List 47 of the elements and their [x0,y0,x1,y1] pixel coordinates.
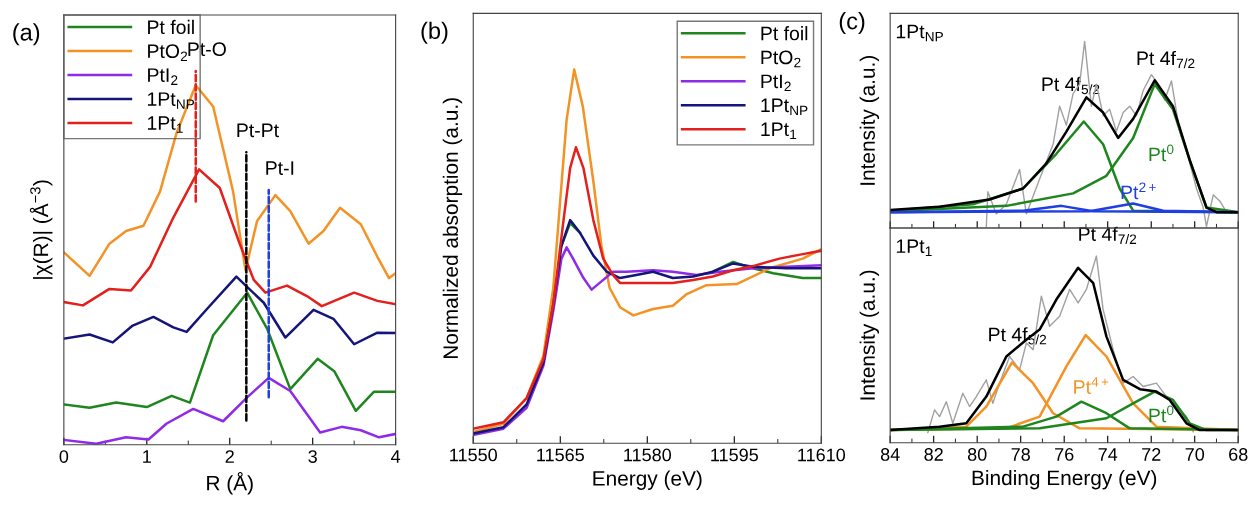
series-label: Pt$^{4+}$ [1074,377,1109,394]
x-tick-label: 70 [1185,448,1205,461]
x-tick-label: 72 [1142,448,1161,461]
x-tick-label: 80 [967,448,987,461]
x-tick-label: 74 [1098,448,1118,461]
x-tick-label: 11565 [537,448,584,462]
y-axis-title: |χ(R)| (Å$^{−3}$) [29,180,53,279]
text: 1Pt$_{NP}$ [896,24,943,42]
chart-title: (c) [839,12,865,35]
y-axis-title: Intensity (a.u.) [859,270,880,400]
y-axis-title: Intensity (a.u.) [859,56,880,185]
chart-title: (b) [421,21,448,44]
legend-label: Pt foil [761,26,808,41]
annotation: Pt-Pt [237,123,279,138]
legend-label: 1Pt$_{1}$ [761,122,797,140]
x-tick-label: 11595 [711,448,758,462]
legend-label: PtO$_{2}$ [761,50,801,68]
x-tick-label: 84 [880,448,900,461]
x-tick-label: 11610 [798,448,846,462]
x-tick-label: 76 [1055,448,1074,461]
annotation: Pt-O [188,42,226,57]
legend-label: PtI$_{2}$ [761,74,791,92]
series-label: Pt$^{0}$ [1149,144,1174,162]
x-tick-label: 3 [308,450,317,463]
x-tick-label: 11580 [624,448,672,462]
text: 1Pt$_{1}$ [896,239,932,256]
x-axis-title: Binding Energy (eV) [972,469,1157,490]
annotation: Pt-I [266,161,294,175]
legend-label: 1Pt$_{NP}$ [761,98,808,116]
x-tick-label: 78 [1011,448,1030,461]
chart-title: (a) [13,23,40,46]
x-tick-label: 68 [1229,448,1248,461]
x-tick-label: 4 [391,450,401,463]
x-tick-label: 2 [225,450,234,463]
legend-label: PtI$_{2}$ [148,68,178,85]
x-axis-title: R (Å) [207,472,253,495]
x-tick-label: 82 [924,448,943,461]
x-tick-label: 11550 [450,448,497,462]
legend-label: PtO$_{2}$ [148,44,188,61]
annotation: Pt 4f$_{7/2}$ [1079,226,1137,245]
y-axis-title: Normalized absorption (a.u.) [442,98,463,359]
x-axis-title: Energy (eV) [593,470,702,490]
series-label: Pt$^{0}$ [1149,405,1174,423]
x-tick-label: 1 [143,450,151,463]
x-tick-label: 0 [59,450,69,463]
legend-label: Pt foil [148,19,194,35]
annotation: Pt 4f$_{7/2}$ [1137,50,1195,69]
